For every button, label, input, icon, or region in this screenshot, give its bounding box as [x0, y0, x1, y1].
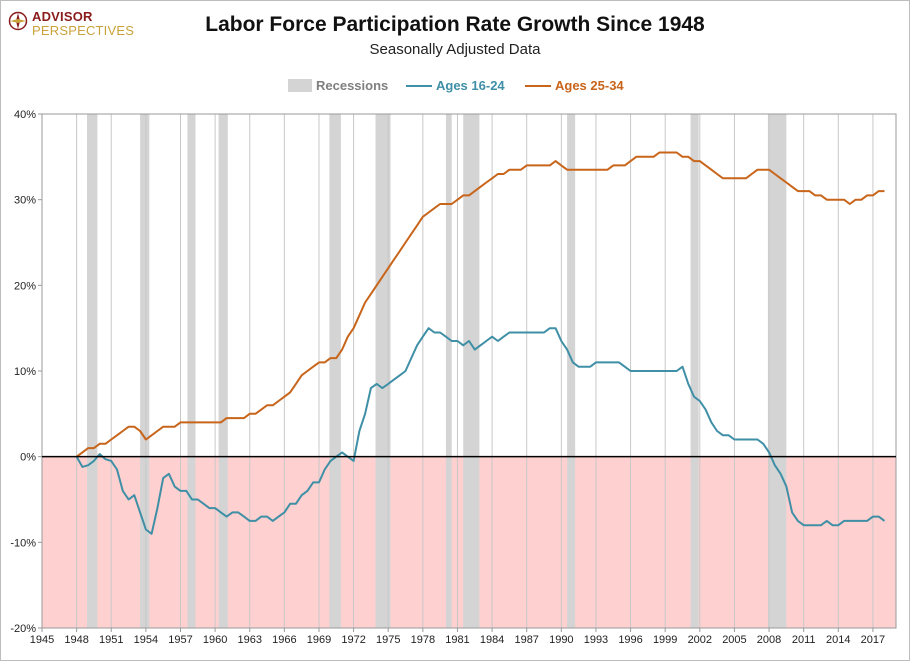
logo-line-2: PERSPECTIVES — [32, 23, 135, 38]
recession-band — [463, 114, 480, 628]
x-tick-label: 1945 — [30, 634, 54, 646]
x-tick-label: 1993 — [584, 634, 608, 646]
x-tick-label: 1960 — [203, 634, 227, 646]
recession-band — [375, 114, 391, 628]
recession-band — [218, 114, 228, 628]
x-tick-label: 1978 — [411, 634, 435, 646]
x-tick-label: 1963 — [237, 634, 261, 646]
x-tick-label: 1951 — [99, 634, 123, 646]
x-tick-label: 2005 — [722, 634, 746, 646]
y-tick-label: 10% — [14, 366, 36, 378]
recession-band — [329, 114, 341, 628]
legend-item-ages-25-34: Ages 25-34 — [525, 77, 624, 93]
y-tick-label: -20% — [10, 623, 36, 635]
recession-band — [567, 114, 576, 628]
legend-swatch-recessions — [288, 79, 312, 93]
x-tick-label: 2014 — [826, 634, 850, 646]
y-tick-label: 40% — [14, 109, 36, 121]
legend-label-ages-25-34: Ages 25-34 — [555, 78, 624, 94]
compass-icon — [8, 11, 28, 31]
x-tick-label: 1954 — [134, 634, 158, 646]
x-tick-label: 1969 — [307, 634, 331, 646]
recession-band — [140, 114, 150, 628]
chart-legend: Recessions Ages 16-24 Ages 25-34 — [0, 77, 910, 93]
x-tick-label: 1948 — [64, 634, 88, 646]
series-line-ages-25-34 — [76, 151, 885, 458]
x-tick-label: 1975 — [376, 634, 400, 646]
recession-band — [87, 114, 98, 628]
legend-swatch-ages-25-34 — [525, 84, 551, 87]
x-tick-label: 1987 — [514, 634, 538, 646]
x-tick-label: 2017 — [861, 634, 885, 646]
legend-label-recessions: Recessions — [316, 78, 389, 94]
y-tick-label: -10% — [10, 537, 36, 549]
x-tick-label: 1996 — [618, 634, 642, 646]
y-tick-label: 30% — [14, 195, 36, 207]
advisor-perspectives-logo: ADVISOR PERSPECTIVES — [8, 8, 138, 40]
legend-item-recessions: Recessions — [288, 77, 388, 93]
recession-band — [767, 114, 787, 628]
recession-band — [187, 114, 196, 628]
y-tick-label: 20% — [14, 280, 36, 292]
legend-item-ages-16-24: Ages 16-24 — [406, 77, 505, 93]
chart-title: Labor Force Participation Rate Growth Si… — [205, 13, 705, 36]
x-tick-label: 1990 — [549, 634, 573, 646]
x-tick-label: 1957 — [168, 634, 192, 646]
x-tick-label: 1972 — [341, 634, 365, 646]
x-tick-label: 1966 — [272, 634, 296, 646]
x-tick-label: 1999 — [653, 634, 677, 646]
series-line-ages-16-24 — [75, 327, 886, 535]
x-tick-label: 2008 — [757, 634, 781, 646]
y-tick-label: 0% — [20, 452, 36, 464]
recession-band — [445, 114, 452, 628]
x-tick-label: 1984 — [480, 634, 504, 646]
legend-swatch-ages-16-24 — [406, 84, 432, 87]
chart-subtitle: Seasonally Adjusted Data — [369, 41, 541, 58]
x-tick-label: 2011 — [792, 634, 816, 646]
legend-label-ages-16-24: Ages 16-24 — [436, 78, 505, 94]
x-tick-label: 2002 — [688, 634, 712, 646]
recession-band — [690, 114, 699, 628]
logo-line-1: ADVISOR — [32, 9, 93, 24]
x-tick-label: 1981 — [445, 634, 469, 646]
